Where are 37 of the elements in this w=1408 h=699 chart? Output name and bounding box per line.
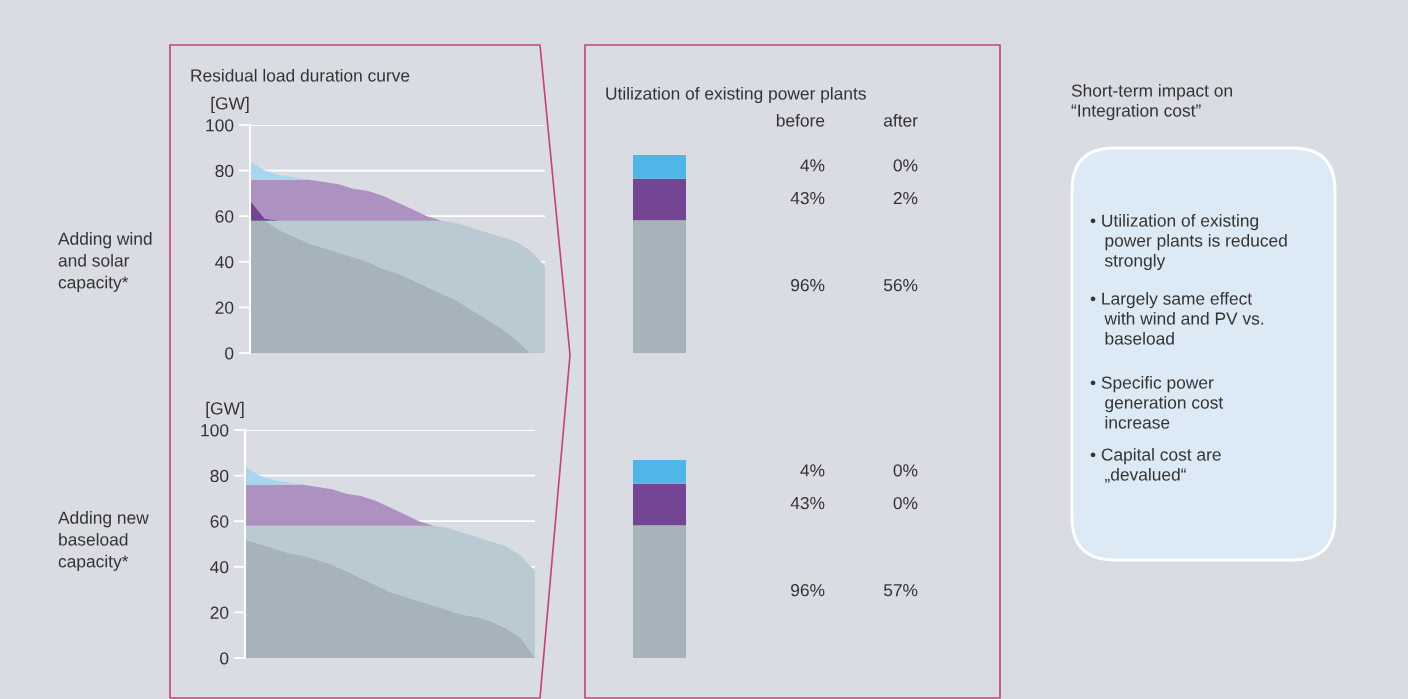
y-tick-label: 20 (210, 606, 229, 619)
y-tick-label: 60 (210, 515, 229, 528)
y-tick-label: 0 (220, 652, 229, 665)
text: Adding new baseload capacity* (58, 511, 149, 571)
y-tick-label: 40 (215, 255, 234, 269)
y-axis-title: [GW] (206, 401, 244, 418)
text: 2% (893, 191, 918, 205)
text: 43% (790, 496, 825, 510)
text: Utilization of existing power plants (606, 86, 866, 104)
text: • Capital cost are „devalued“ (1090, 448, 1221, 483)
y-tick-label: 0 (225, 347, 234, 360)
text: • Specific power generation cost increase (1090, 376, 1224, 429)
y-tick-label: 60 (215, 210, 234, 223)
text: 0% (893, 159, 918, 172)
y-axis-title: [GW] (211, 96, 249, 113)
text: 0% (893, 464, 918, 477)
text: before (776, 113, 825, 127)
text: Adding wind and solar capacity* (58, 232, 152, 292)
y-tick-label: 20 (215, 301, 234, 314)
text: 43% (790, 191, 825, 205)
text: 57% (883, 584, 918, 597)
text: 0% (893, 496, 918, 510)
text: • Utilization of existing power plants is reduced strongly (1090, 214, 1287, 271)
y-tick-label: 80 (210, 469, 229, 483)
y-tick-label: 40 (210, 560, 229, 574)
chart-title: Residual load duration curve (191, 68, 410, 82)
text: 56% (883, 279, 918, 292)
text: after (884, 113, 918, 127)
text: 4% (800, 159, 825, 172)
text: Short-term impact on “Integration cost” (1071, 84, 1232, 121)
y-tick-label: 80 (215, 164, 234, 178)
text: • Largely same effect with wind and PV vs. baseload (1090, 292, 1264, 345)
text: 96% (791, 584, 825, 597)
y-tick-label: 100 (201, 424, 229, 437)
text: 96% (791, 279, 825, 292)
y-tick-label: 100 (206, 119, 234, 132)
text: 4% (800, 464, 825, 477)
